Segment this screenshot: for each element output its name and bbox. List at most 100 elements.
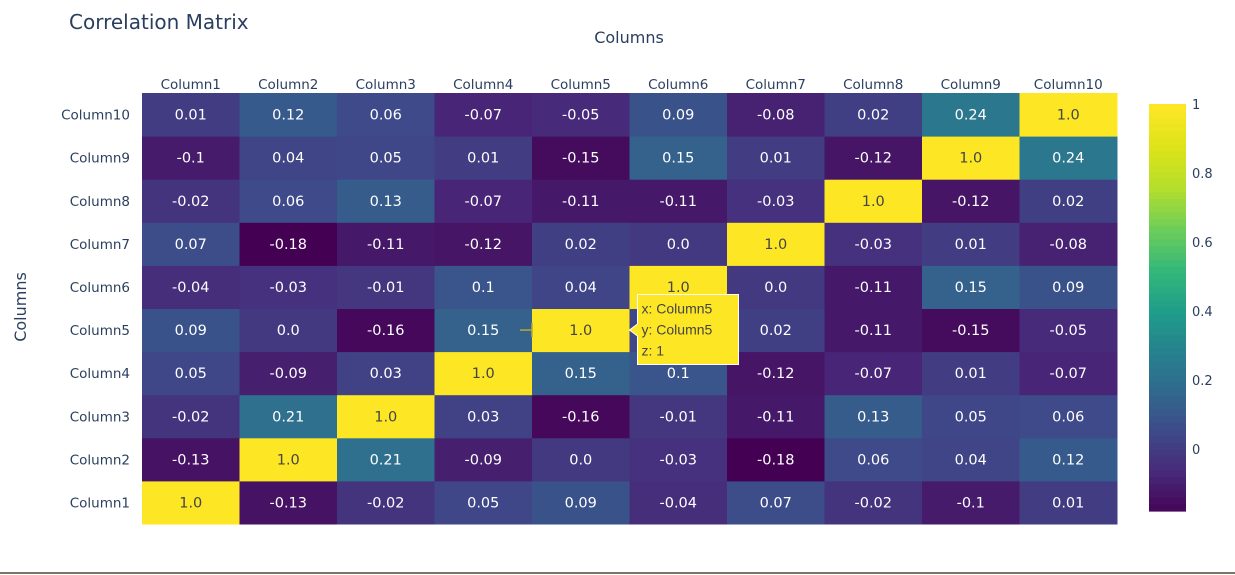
heatmap-cell[interactable] [434,394,533,439]
heatmap-cell[interactable] [337,265,435,309]
heatmap-cell[interactable] [142,222,240,266]
heatmap-cell[interactable] [727,136,825,180]
heatmap-cell[interactable] [239,308,338,353]
heatmap-cell[interactable] [1019,308,1118,353]
heatmap-cell[interactable] [239,222,338,266]
heatmap-cell[interactable] [434,308,533,353]
heatmap-cell[interactable] [434,437,533,482]
heatmap-cell[interactable] [142,308,240,353]
heatmap-cell[interactable] [337,308,435,353]
heatmap-cell[interactable] [824,93,923,137]
heatmap-cell[interactable] [824,394,923,439]
heatmap-cell[interactable] [824,222,923,266]
heatmap-cell[interactable] [727,222,825,266]
heatmap-cell[interactable] [337,480,435,525]
heatmap-cell[interactable] [1019,222,1118,266]
heatmap-cell[interactable] [337,136,435,180]
heatmap-cell[interactable] [629,136,728,180]
heatmap-cell[interactable] [727,437,825,482]
heatmap-cell[interactable] [239,480,338,525]
heatmap-cell[interactable] [142,179,240,223]
heatmap-cell[interactable] [629,437,728,482]
heatmap-cell[interactable] [727,351,825,396]
heatmap-cell[interactable] [629,179,728,223]
heatmap-cell[interactable] [532,437,630,482]
heatmap-cell[interactable] [337,93,435,137]
heatmap-cell[interactable] [1019,480,1118,525]
heatmap-cell[interactable] [434,351,533,396]
heatmap-cell[interactable] [922,351,1020,396]
heatmap-cell[interactable] [922,222,1020,266]
heatmap-cell[interactable] [1019,437,1118,482]
heatmap-cell[interactable] [434,480,533,525]
heatmap-cell[interactable] [337,179,435,223]
heatmap-cell[interactable] [239,351,338,396]
heatmap-cell[interactable] [922,179,1020,223]
heatmap-cell[interactable] [434,93,533,137]
heatmap-cell[interactable] [922,480,1020,525]
heatmap-cell[interactable] [337,394,435,439]
heatmap-cell[interactable] [337,437,435,482]
heatmap-cell[interactable] [532,480,630,525]
heatmap-cell[interactable] [239,179,338,223]
heatmap-cell[interactable] [922,93,1020,137]
heatmap-cell[interactable] [1019,179,1118,223]
colorbar-segment [1149,165,1186,173]
heatmap-cell[interactable] [532,222,630,266]
heatmap-cell[interactable] [337,351,435,396]
heatmap-cell[interactable] [629,93,728,137]
heatmap-cell[interactable] [629,394,728,439]
heatmap-cell[interactable] [1019,93,1118,137]
heatmap-cell[interactable] [727,265,825,309]
heatmap-cell[interactable] [824,351,923,396]
heatmap-cell[interactable] [727,179,825,223]
heatmap-cell[interactable] [922,265,1020,309]
heatmap-cell[interactable] [727,308,825,353]
heatmap-cell[interactable] [142,265,240,309]
heatmap-cell[interactable] [922,437,1020,482]
heatmap-cell[interactable] [532,93,630,137]
heatmap-cell[interactable] [727,394,825,439]
heatmap-cell[interactable] [532,394,630,439]
heatmap-cell[interactable] [239,265,338,309]
heatmap-cell[interactable] [824,179,923,223]
heatmap-cell[interactable] [532,351,630,396]
heatmap-cell[interactable] [1019,394,1118,439]
heatmap-cell[interactable] [532,179,630,223]
heatmap-cell[interactable] [142,480,240,525]
heatmap-cell[interactable] [434,222,533,266]
colorbar-segment [1149,260,1186,268]
heatmap-cell[interactable] [239,394,338,439]
heatmap-cell[interactable] [434,265,533,309]
heatmap-cell[interactable] [1019,265,1118,309]
heatmap-cell[interactable] [239,93,338,137]
heatmap-cell[interactable] [142,136,240,180]
heatmap-cell[interactable] [629,480,728,525]
heatmap-cell[interactable] [824,265,923,309]
heatmap-cell[interactable] [824,308,923,353]
heatmap-cell[interactable] [532,136,630,180]
heatmap-cell[interactable] [532,308,630,353]
heatmap-cell[interactable] [922,394,1020,439]
heatmap-cell[interactable] [142,437,240,482]
heatmap-cell[interactable] [727,480,825,525]
heatmap-cell[interactable] [1019,136,1118,180]
heatmap-cell[interactable] [142,351,240,396]
heatmap-cell[interactable] [142,394,240,439]
heatmap-cell[interactable] [337,222,435,266]
heatmap-cell[interactable] [922,136,1020,180]
heatmap-cell[interactable] [239,437,338,482]
heatmap-cell[interactable] [629,222,728,266]
heatmap-cell[interactable] [434,179,533,223]
colorbar-segment [1149,409,1186,417]
heatmap-cell[interactable] [727,93,825,137]
heatmap-cell[interactable] [239,136,338,180]
heatmap-cell[interactable] [1019,351,1118,396]
heatmap-cell[interactable] [434,136,533,180]
heatmap-cell[interactable] [824,480,923,525]
heatmap-cell[interactable] [532,265,630,309]
heatmap-cell[interactable] [824,437,923,482]
heatmap-cell[interactable] [824,136,923,180]
heatmap-cell[interactable] [142,93,240,137]
heatmap-cell[interactable] [922,308,1020,353]
